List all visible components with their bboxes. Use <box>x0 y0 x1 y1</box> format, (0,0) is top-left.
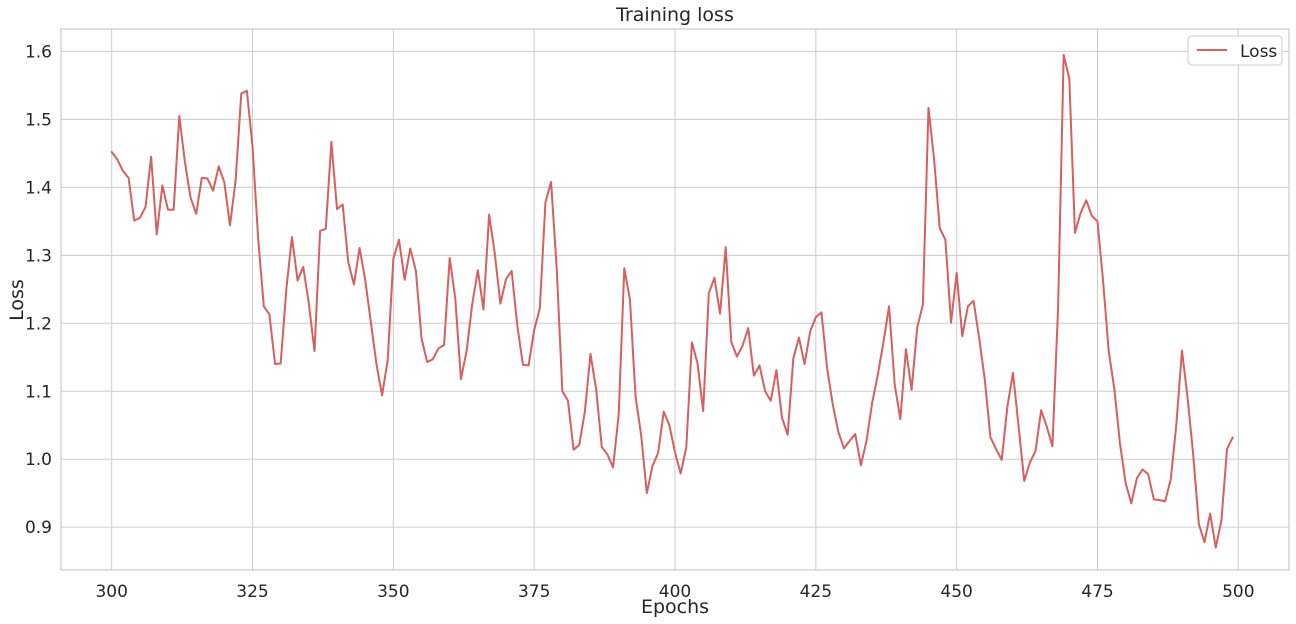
x-tick-label: 350 <box>377 582 409 602</box>
y-axis: 0.9 1.0 1.1 1.2 1.3 1.4 1.5 1.6 <box>25 42 52 538</box>
legend-box <box>1187 35 1283 66</box>
y-tick-label: 0.9 <box>25 518 52 538</box>
series-line-loss <box>110 53 1234 549</box>
y-tick-label: 1.0 <box>25 450 52 470</box>
series-group <box>110 53 1234 549</box>
y-tick-label: 1.1 <box>25 382 52 402</box>
x-tick-label: 375 <box>518 582 550 602</box>
legend-label-loss: Loss <box>1240 42 1277 62</box>
y-tick-label: 1.5 <box>25 110 52 130</box>
x-tick-label: 425 <box>800 582 832 602</box>
plot-frame <box>60 28 1290 571</box>
x-axis-label: Epochs <box>641 596 709 618</box>
y-tick-label: 1.4 <box>25 178 52 198</box>
y-tick-label: 1.3 <box>25 246 52 266</box>
x-axis: 300 325 350 375 400 425 450 475 500 <box>95 582 1254 602</box>
x-tick-label: 500 <box>1222 582 1254 602</box>
chart-title: Training loss <box>615 4 734 26</box>
x-tick-label: 400 <box>659 582 691 602</box>
x-tick-label: 450 <box>940 582 972 602</box>
grid <box>61 29 1289 570</box>
y-tick-label: 1.6 <box>25 42 52 62</box>
y-axis-label: Loss <box>6 279 28 321</box>
x-tick-label: 300 <box>95 582 127 602</box>
x-tick-label: 475 <box>1081 582 1113 602</box>
x-tick-label: 325 <box>236 582 268 602</box>
legend: Loss <box>1187 35 1283 66</box>
y-tick-label: 1.2 <box>25 314 52 334</box>
